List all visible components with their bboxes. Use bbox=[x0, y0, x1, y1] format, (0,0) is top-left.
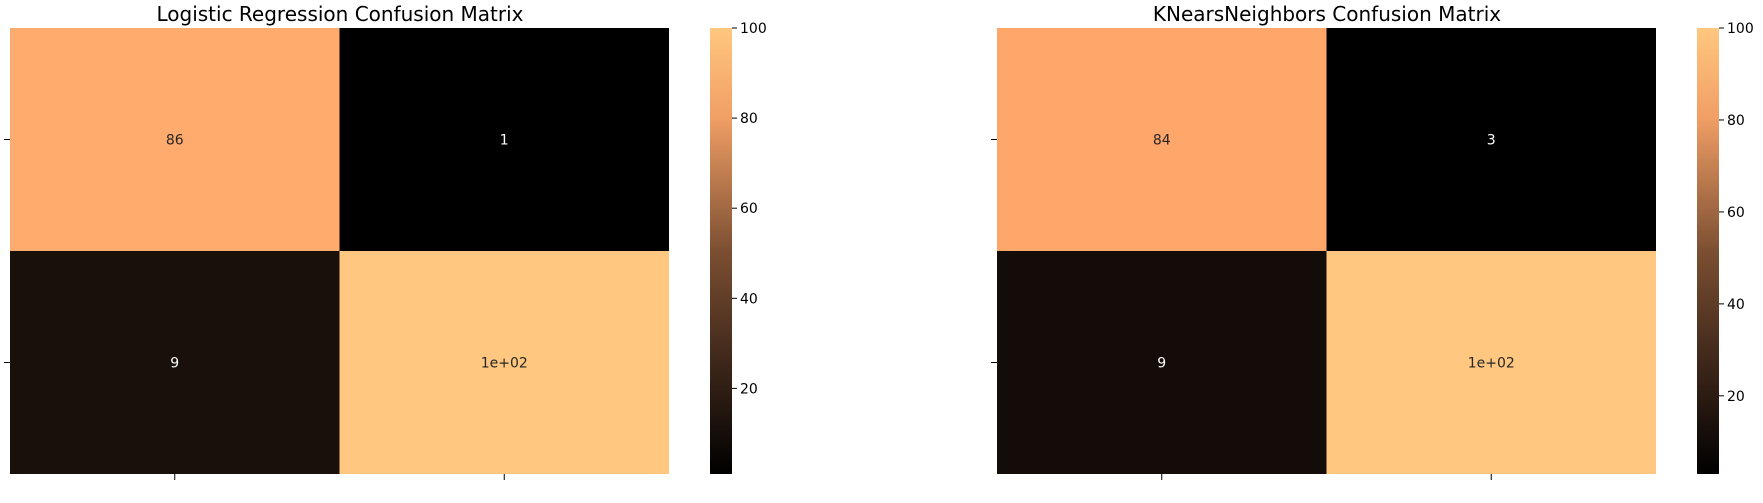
panel-knears-neighbors: KNearsNeighbors Confusion Matrix 84 3 9 1e+… bbox=[991, 2, 1754, 480]
heatmap-cell bbox=[10, 28, 340, 251]
colorbar-tick-label: 60 bbox=[1727, 205, 1745, 221]
heatmap-cell bbox=[1326, 28, 1656, 251]
cell-annotation: 86 bbox=[166, 133, 184, 149]
heatmap-grid: 86 1 9 1e+02 bbox=[10, 28, 669, 474]
colorbar-tick-label: 40 bbox=[740, 291, 758, 307]
cell-annotation: 1e+02 bbox=[481, 356, 528, 372]
colorbar: 20 40 60 80 100 bbox=[710, 21, 767, 474]
colorbar-tick-label: 20 bbox=[740, 381, 758, 397]
chart-title: KNearsNeighbors Confusion Matrix bbox=[1153, 2, 1501, 26]
cell-annotation: 3 bbox=[1487, 133, 1496, 149]
cell-annotation: 1e+02 bbox=[1468, 356, 1515, 372]
colorbar-tick-label: 80 bbox=[1727, 113, 1745, 129]
colorbar-ticks: 20 40 60 80 100 bbox=[732, 21, 767, 397]
heatmap-cell bbox=[997, 28, 1327, 251]
colorbar-tick-label: 80 bbox=[740, 111, 758, 127]
colorbar: 20 40 60 80 100 bbox=[1697, 21, 1754, 474]
colorbar-gradient bbox=[710, 28, 732, 474]
heatmap-axes bbox=[4, 139, 505, 480]
heatmap-cell bbox=[339, 251, 669, 474]
colorbar-tick-label: 40 bbox=[1727, 297, 1745, 313]
colorbar-tick-label: 60 bbox=[740, 201, 758, 217]
cell-annotation: 84 bbox=[1153, 133, 1171, 149]
cell-annotation: 9 bbox=[1157, 356, 1166, 372]
heatmap-cell bbox=[10, 251, 340, 474]
cell-annotation: 1 bbox=[500, 133, 509, 149]
heatmap-cell bbox=[339, 28, 669, 251]
chart-title: Logistic Regression Confusion Matrix bbox=[156, 2, 523, 26]
colorbar-gradient bbox=[1697, 28, 1719, 474]
colorbar-tick-label: 20 bbox=[1727, 389, 1745, 405]
colorbar-tick-label: 100 bbox=[740, 21, 767, 37]
cell-annotation: 9 bbox=[170, 356, 179, 372]
colorbar-tick-label: 100 bbox=[1727, 21, 1754, 37]
panel-logistic-regression: Logistic Regression Confusion Matrix 86 1… bbox=[4, 2, 767, 480]
colorbar-ticks: 20 40 60 80 100 bbox=[1719, 21, 1754, 405]
heatmap-grid: 84 3 9 1e+02 bbox=[997, 28, 1656, 474]
heatmap-cell bbox=[1326, 251, 1656, 474]
heatmap-cell bbox=[997, 251, 1327, 474]
heatmap-axes bbox=[991, 139, 1492, 480]
